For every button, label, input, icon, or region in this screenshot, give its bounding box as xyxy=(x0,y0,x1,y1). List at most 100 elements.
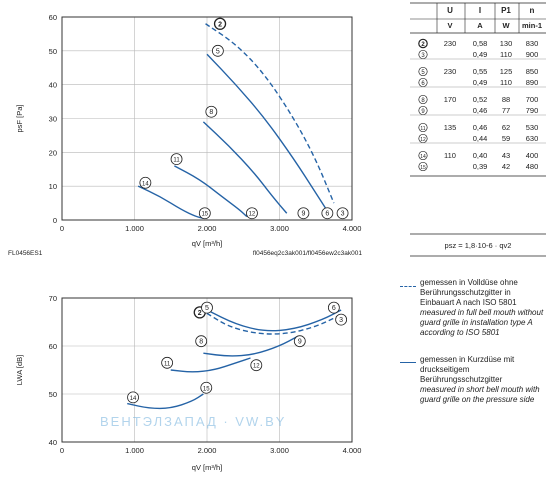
curve-label: 12 xyxy=(253,364,260,370)
pressure-formula: psz = 1,8·10-6 · qv2 xyxy=(445,241,512,250)
table-cell-n: 900 xyxy=(526,50,539,59)
chart-1: 0 1.000 2.000 3.000 4.000 0 10 20 30 40 50 60 qV [m³… xyxy=(15,13,361,248)
table-cell-n: 630 xyxy=(526,134,539,143)
chart-2: 0 1.000 2.000 3.000 4.000 40 50 60 70 qV [m³/h] LW… xyxy=(15,294,361,472)
y-tick-label: 50 xyxy=(49,47,57,56)
table-header-U: U xyxy=(447,6,453,15)
curve-label: 6 xyxy=(325,211,329,218)
curve-label: 6 xyxy=(332,305,336,312)
series-line-11 xyxy=(174,165,248,218)
table-unit-P: W xyxy=(502,21,510,30)
series-line-8-9 xyxy=(203,335,298,357)
table-cell-n: 830 xyxy=(526,39,539,48)
y-tick-label: 70 xyxy=(49,294,57,303)
y-tick-label: 60 xyxy=(49,342,57,351)
series-line-8 xyxy=(202,121,288,214)
curve-label: 14 xyxy=(130,396,137,402)
legend-dashed-en: measured in full bell mouth without guar… xyxy=(420,308,544,337)
table-cell-P: 130 xyxy=(500,39,513,48)
x-tick-label: 2.000 xyxy=(198,224,217,233)
curve-label: 11 xyxy=(173,158,180,164)
legend-dashed-de: gemessen in Volldüse ohne Berührungsschu… xyxy=(420,278,518,307)
table-header-I: I xyxy=(479,6,481,15)
curve-label-circle xyxy=(198,207,211,220)
y-tick-label: 50 xyxy=(49,390,57,399)
legend-solid-text: gemessen in Kurzdüse mit druckseitigem B… xyxy=(420,355,546,405)
curve-label: 11 xyxy=(164,361,171,367)
y-tick-label: 20 xyxy=(49,148,57,157)
table-cell-I: 0,49 xyxy=(473,78,488,87)
table-cell-U: 135 xyxy=(444,123,457,132)
curve-label: 5 xyxy=(216,48,220,55)
x-tick-label: 0 xyxy=(60,224,64,233)
table-curve-id: 12 xyxy=(420,137,426,143)
table-curve-id: 9 xyxy=(421,109,425,115)
curve-label-circle xyxy=(321,207,334,220)
table-cell-n: 400 xyxy=(526,151,539,160)
table-curve-id: 5 xyxy=(421,70,425,76)
curve-label: 8 xyxy=(209,109,213,116)
legend-solid-en: measured in short bell mouth with guard … xyxy=(420,385,540,404)
table-curve-circle xyxy=(418,133,428,144)
plot-frame xyxy=(61,16,353,221)
curve-label-circle xyxy=(327,301,340,314)
curve-label: 2 xyxy=(218,21,222,28)
curve-label-circle xyxy=(297,207,310,220)
table-cell-I: 0,39 xyxy=(473,162,488,171)
chart-code-left: FL0456ES1 xyxy=(8,250,43,257)
legend-solid-line xyxy=(400,362,416,363)
x-axis-label: qV [m³/h] xyxy=(192,463,222,472)
curve-label-circle xyxy=(170,153,183,166)
table-cell-P: 43 xyxy=(502,151,510,160)
x-tick-label: 4.000 xyxy=(343,224,362,233)
table-cell-I: 0,55 xyxy=(473,67,488,76)
y-tick-label: 30 xyxy=(49,115,57,124)
x-tick-label: 4.000 xyxy=(343,446,362,455)
x-tick-label: 1.000 xyxy=(125,446,144,455)
curve-label-circle xyxy=(201,301,213,314)
table-unit-I: A xyxy=(477,21,483,30)
curve-label-circle xyxy=(336,207,349,220)
curve-label-circle xyxy=(195,335,208,348)
table-curve-id: 8 xyxy=(421,98,425,104)
table-curve-circle xyxy=(418,105,428,116)
table-cell-U: 230 xyxy=(444,67,457,76)
chart-code-right: fl0456eq2c3ak001/fl0456ew2c3ak001 xyxy=(253,250,363,257)
table-cell-n: 890 xyxy=(526,78,539,87)
table-curve-circle xyxy=(418,49,428,60)
curve-label: 12 xyxy=(249,212,256,218)
table-cell-n: 790 xyxy=(526,106,539,115)
table-cell-U: 230 xyxy=(444,39,457,48)
table-curve-id: 15 xyxy=(420,165,426,171)
curve-label-circle xyxy=(161,356,174,369)
table-header-P: P1 xyxy=(501,6,511,15)
table-curve-circle xyxy=(418,94,428,105)
y-tick-label: 10 xyxy=(49,182,57,191)
y-tick-label: 40 xyxy=(49,81,57,90)
x-tick-label: 1.000 xyxy=(125,224,144,233)
curve-label-circle xyxy=(250,359,263,372)
table-curve-circle xyxy=(418,77,428,88)
curve-label: 3 xyxy=(339,317,343,324)
x-tick-label: 3.000 xyxy=(270,446,289,455)
table-curve-id: 3 xyxy=(421,53,425,59)
plot-frame xyxy=(61,297,353,443)
curve-label: 8 xyxy=(199,339,203,346)
table-curve-id: 11 xyxy=(420,126,425,132)
y-tick-label: 0 xyxy=(53,216,57,225)
table-cell-n: 700 xyxy=(526,95,539,104)
curve-label: 9 xyxy=(301,211,305,218)
table-cell-P: 62 xyxy=(502,123,510,132)
y-tick-label: 40 xyxy=(49,438,57,447)
table-cell-P: 42 xyxy=(502,162,510,171)
table-unit-n: min-1 xyxy=(522,21,542,30)
y-axis-label: LWA [dB] xyxy=(15,355,24,385)
curve-label-circle xyxy=(293,335,306,348)
curve-label-circle xyxy=(335,313,348,326)
x-tick-label: 2.000 xyxy=(198,446,217,455)
x-tick-label: 0 xyxy=(60,446,64,455)
series-line-5-6 xyxy=(206,309,342,332)
